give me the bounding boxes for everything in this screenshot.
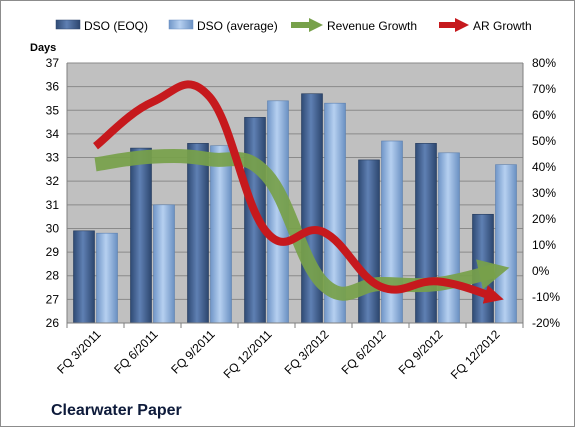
line-ar-growth — [92, 80, 504, 304]
legend-swatch-dso-eoq — [55, 19, 81, 30]
y-tick-label-left: 28 — [46, 269, 60, 283]
legend-item-dso-average: DSO (average) — [168, 19, 278, 33]
bar-dso-average — [96, 232, 118, 324]
y-tick-label-right: 0% — [532, 264, 550, 278]
bar-dso-eoq — [73, 230, 95, 324]
bar-dso-eoq — [358, 159, 380, 324]
legend-label-revenue-growth: Revenue Growth — [327, 19, 417, 33]
y-tick-label-left: 27 — [46, 292, 60, 306]
y-tick-label-left: 36 — [46, 80, 60, 94]
x-tick-label: FQ 6/2012 — [339, 327, 389, 377]
legend-item-revenue-growth: Revenue Growth — [291, 18, 417, 33]
x-tick-label: FQ 9/2012 — [396, 327, 446, 377]
y-tick-label-left: 26 — [46, 316, 60, 330]
y-tick-label-right: 30% — [532, 186, 556, 200]
y-tick-label-right: 10% — [532, 238, 556, 252]
y-tick-label-left: 29 — [46, 245, 60, 259]
legend-label-dso-average: DSO (average) — [197, 19, 278, 33]
y-tick-label-left: 37 — [46, 56, 60, 70]
y-tick-label-right: 50% — [532, 134, 556, 148]
x-tick-label: FQ 12/2011 — [221, 327, 275, 381]
bar-dso-average — [495, 164, 517, 324]
y-tick-label-right: 70% — [532, 82, 556, 96]
y-tick-label-left: 35 — [46, 103, 60, 117]
y-tick-label-right: -20% — [532, 316, 560, 330]
y-tick-label-right: -10% — [532, 290, 560, 304]
legend: DSO (EOQ) DSO (average) Revenue Growth A… — [55, 18, 532, 33]
y-tick-label-left: 31 — [46, 198, 60, 212]
legend-swatch-dso-average — [168, 19, 194, 30]
bar-dso-eoq — [187, 143, 209, 324]
bar-dso-eoq — [415, 143, 437, 324]
legend-arrow-revenue-growth — [309, 18, 323, 32]
bar-dso-average — [438, 152, 460, 324]
y-tick-label-right: 40% — [532, 160, 556, 174]
y-tick-label-left: 33 — [46, 151, 60, 165]
y-tick-label-left: 34 — [46, 127, 60, 141]
y-tick-label-right: 80% — [532, 56, 556, 70]
legend-arrow-ar-growth — [455, 18, 469, 32]
legend-item-ar-growth: AR Growth — [439, 18, 532, 33]
company-label: Clearwater Paper — [51, 402, 182, 419]
y-tick-label-right: 20% — [532, 212, 556, 226]
x-axis-ticks: FQ 3/2011 FQ 6/2011 FQ 9/2011 FQ 12/2011 FQ … — [54, 327, 503, 382]
growth-lines — [92, 80, 510, 304]
y-tick-label-right: 60% — [532, 108, 556, 122]
legend-item-dso-eoq: DSO (EOQ) — [55, 19, 148, 33]
y-axis-title-left: Days — [30, 42, 56, 54]
x-tick-label: FQ 3/2012 — [282, 327, 332, 377]
x-tick-label: FQ 6/2011 — [111, 327, 161, 377]
bar-dso-eoq — [130, 147, 152, 324]
bar-dso-average — [210, 145, 232, 324]
legend-label-ar-growth: AR Growth — [473, 19, 532, 33]
y-axis-right-ticks: -20% -10% 0% 10% 20% 30% 40% 50% 60% 70% 80% — [532, 56, 560, 330]
y-tick-label-left: 30 — [46, 221, 60, 235]
y-axis-left-ticks: 26 27 28 29 30 31 32 33 34 35 36 37 — [46, 56, 60, 330]
x-tick-label: FQ 12/2012 — [448, 327, 503, 382]
legend-label-dso-eoq: DSO (EOQ) — [84, 19, 148, 33]
x-tick-label: FQ 3/2011 — [54, 327, 104, 377]
x-tick-label: FQ 9/2011 — [168, 327, 218, 377]
axes — [66, 63, 524, 328]
bar-dso-average — [153, 204, 175, 324]
bar-dso-average — [381, 140, 403, 324]
y-tick-label-left: 32 — [46, 174, 60, 188]
